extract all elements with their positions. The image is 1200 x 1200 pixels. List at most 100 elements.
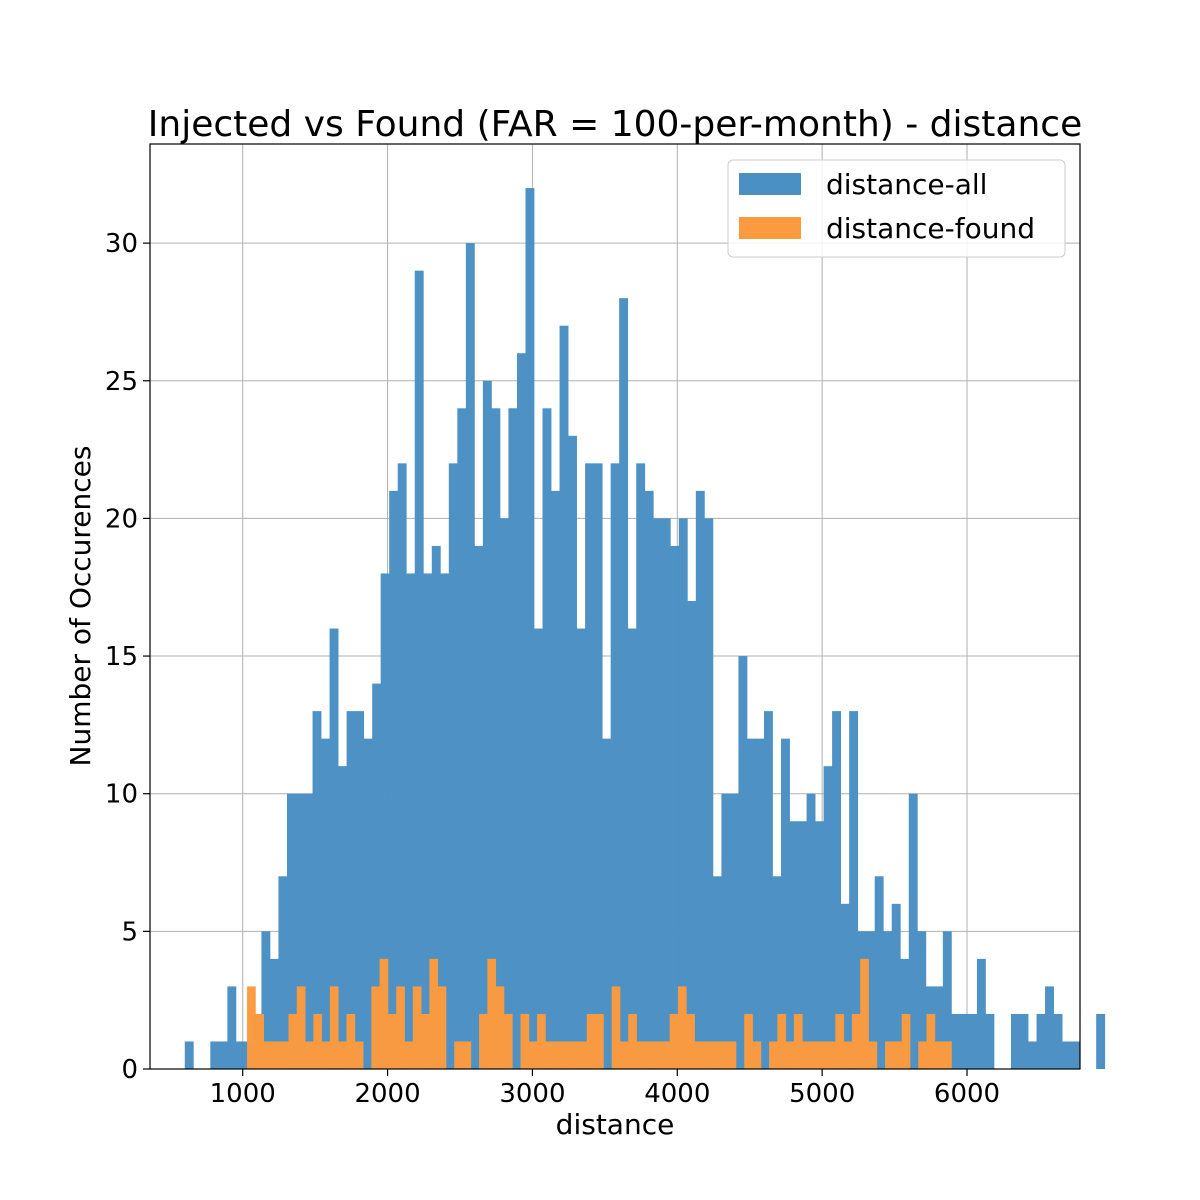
bar-distance-all bbox=[235, 1041, 245, 1069]
bar-distance-all bbox=[789, 821, 799, 1069]
x-axis-ticks: 1000 2000 3000 4000 5000 6000 bbox=[210, 1069, 1000, 1109]
bar-distance-found bbox=[462, 1041, 472, 1069]
bar-distance-all bbox=[210, 1041, 220, 1069]
bar-distance-found bbox=[346, 1013, 356, 1069]
bar-distance-found bbox=[727, 1041, 737, 1069]
legend-swatch-distance-all bbox=[739, 173, 801, 195]
bar-distance-found bbox=[321, 1041, 331, 1069]
bar-distance-found bbox=[553, 1041, 563, 1069]
bar-distance-all bbox=[533, 628, 543, 1069]
bar-distance-all bbox=[806, 793, 816, 1069]
bar-distance-all bbox=[755, 738, 765, 1069]
x-tick-label: 1000 bbox=[210, 1079, 276, 1109]
bar-distance-found bbox=[429, 958, 439, 1069]
plot-frame bbox=[149, 143, 1081, 1070]
bar-distance-all bbox=[1053, 1013, 1063, 1069]
y-axis-label: Number of Occurences bbox=[64, 446, 97, 767]
y-tick-label: 10 bbox=[105, 780, 138, 810]
bar-distance-found bbox=[711, 1041, 720, 1069]
bar-distance-found bbox=[744, 1013, 753, 1069]
y-tick-label: 0 bbox=[121, 1055, 138, 1085]
bar-distance-all bbox=[406, 573, 416, 1069]
bar-distance-found bbox=[719, 1041, 729, 1069]
bar-distance-found bbox=[686, 1013, 695, 1069]
x-tick-label: 3000 bbox=[499, 1079, 565, 1109]
bar-distance-all bbox=[866, 931, 876, 1069]
bar-distance-found bbox=[777, 1013, 787, 1069]
bar-distance-found bbox=[454, 1041, 463, 1069]
bar-distance-all bbox=[1036, 1013, 1046, 1069]
bar-distance-all bbox=[815, 821, 824, 1069]
bar-distance-found bbox=[669, 1013, 679, 1069]
bar-distance-found bbox=[827, 1041, 836, 1069]
bar-distance-all bbox=[934, 986, 944, 1069]
bar-distance-all bbox=[389, 490, 399, 1069]
bar-distance-found bbox=[595, 1013, 604, 1069]
bar-distance-all bbox=[840, 903, 850, 1069]
bar-distance-found bbox=[934, 1041, 944, 1069]
bar-distance-all bbox=[704, 518, 714, 1069]
bar-distance-all bbox=[482, 380, 492, 1069]
bar-distance-all bbox=[227, 986, 237, 1069]
legend: distance-all distance-found bbox=[727, 159, 1066, 258]
bar-distance-found bbox=[396, 986, 405, 1069]
bar-distance-all bbox=[491, 408, 501, 1069]
bar-distance-all bbox=[286, 793, 296, 1069]
bar-distance-found bbox=[387, 1013, 397, 1069]
bar-distance-all bbox=[576, 628, 586, 1069]
bar-distance-all bbox=[678, 518, 688, 1069]
bar-distance-found bbox=[379, 958, 389, 1069]
bar-distance-all bbox=[942, 931, 952, 1069]
bar-distance-found bbox=[586, 1013, 596, 1069]
y-tick-label: 5 bbox=[121, 917, 138, 947]
bar-distance-all bbox=[832, 711, 842, 1069]
bar-distance-all bbox=[917, 931, 927, 1069]
bar-distance-all bbox=[746, 738, 756, 1069]
bar-distance-all bbox=[304, 793, 313, 1069]
bar-distance-all bbox=[763, 711, 773, 1069]
bar-distance-all bbox=[414, 270, 424, 1069]
y-tick-label: 15 bbox=[105, 642, 138, 672]
bar-distance-found bbox=[943, 1041, 952, 1069]
bar-distance-all bbox=[542, 408, 552, 1069]
bar-distance-all bbox=[329, 628, 339, 1069]
bar-distance-all bbox=[380, 573, 390, 1069]
bar-distance-all bbox=[1062, 1041, 1072, 1069]
bar-distance-all bbox=[1010, 1013, 1020, 1069]
series-distance-found bbox=[247, 958, 952, 1069]
legend-box bbox=[727, 159, 1066, 258]
bar-distance-found bbox=[835, 1013, 845, 1069]
bar-distance-all bbox=[551, 490, 560, 1069]
bar-distance-found bbox=[421, 1013, 430, 1069]
bar-distance-all bbox=[670, 545, 680, 1069]
bar-distance-found bbox=[802, 1041, 811, 1069]
bar-distance-all bbox=[883, 931, 893, 1069]
bar-distance-all bbox=[781, 738, 790, 1069]
bar-distance-found bbox=[561, 1041, 571, 1069]
bar-distance-found bbox=[702, 1041, 712, 1069]
bar-distance-found bbox=[885, 1041, 894, 1069]
bar-distance-all bbox=[499, 518, 509, 1069]
x-tick-label: 2000 bbox=[354, 1079, 420, 1109]
bar-distance-found bbox=[296, 986, 306, 1069]
bar-distance-found bbox=[371, 986, 381, 1069]
bar-distance-found bbox=[677, 986, 687, 1069]
bar-distance-found bbox=[926, 1013, 936, 1069]
bar-distance-found bbox=[305, 1041, 314, 1069]
bar-distance-all bbox=[559, 325, 569, 1070]
legend-label-distance-found: distance-found bbox=[826, 212, 1035, 245]
bar-distance-found bbox=[901, 1013, 911, 1069]
bar-distance-all bbox=[363, 738, 373, 1069]
bar-distance-found bbox=[694, 1041, 704, 1069]
bar-distance-found bbox=[619, 1041, 629, 1069]
bar-distance-all bbox=[798, 821, 807, 1069]
bar-distance-found bbox=[338, 1041, 347, 1069]
bar-distance-all bbox=[1096, 1013, 1106, 1069]
bar-distance-all bbox=[661, 518, 671, 1069]
bar-distance-all bbox=[959, 1013, 969, 1069]
bar-distance-found bbox=[503, 1013, 513, 1069]
bar-distance-found bbox=[528, 1041, 538, 1069]
bar-distance-found bbox=[810, 1041, 820, 1069]
bar-distance-all bbox=[525, 188, 535, 1070]
